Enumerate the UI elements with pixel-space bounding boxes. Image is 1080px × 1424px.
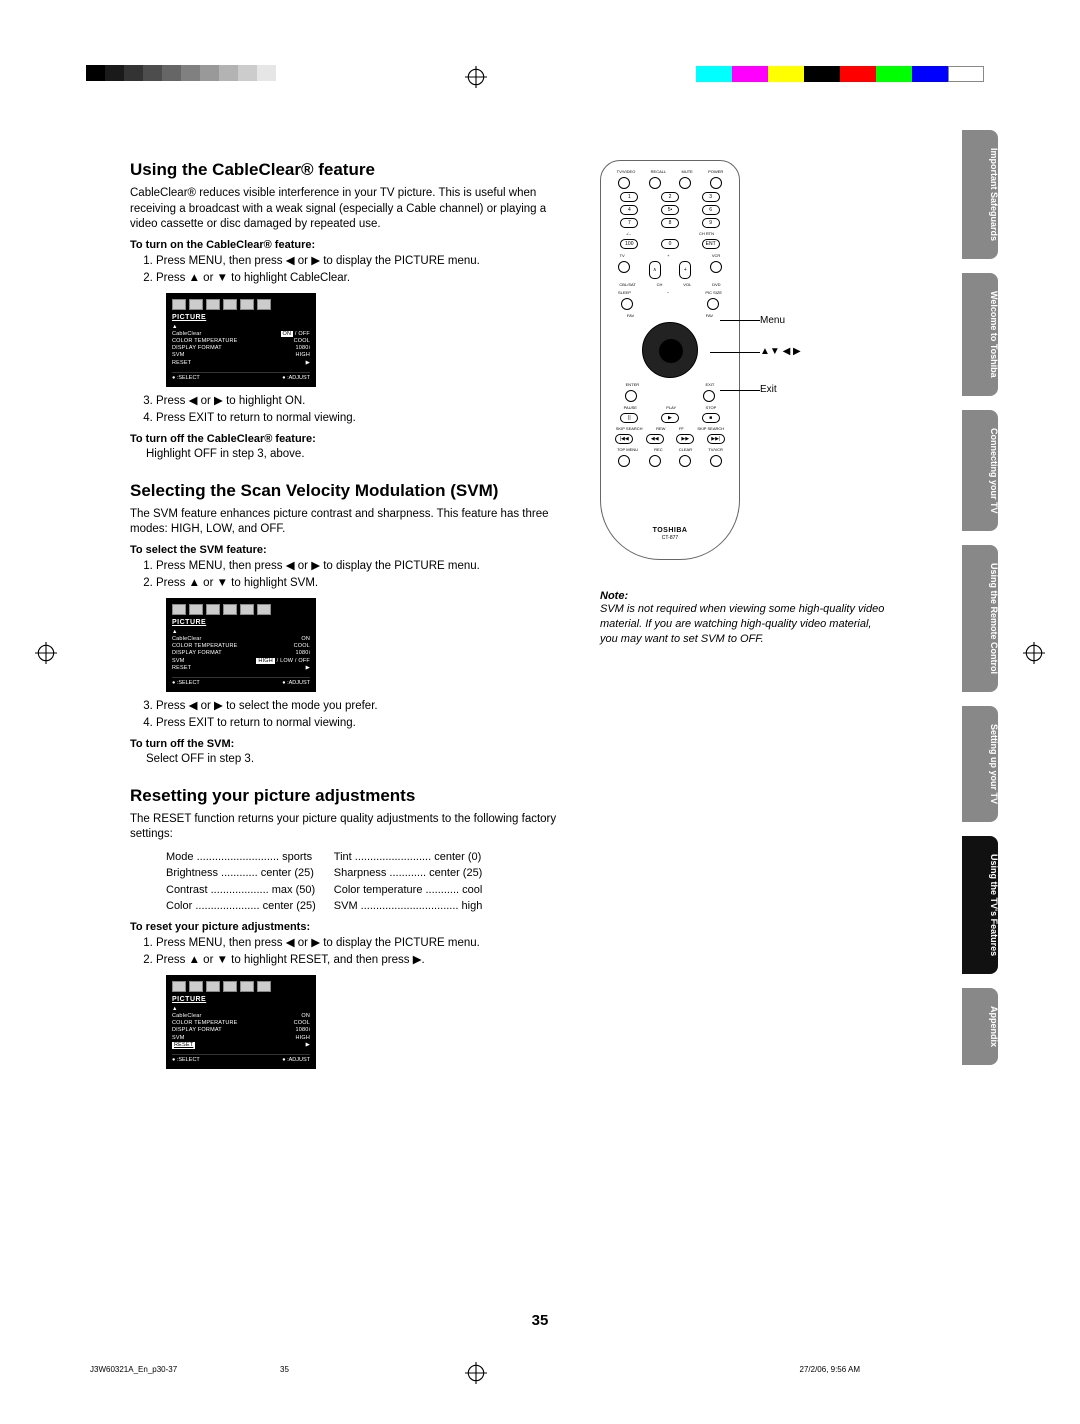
color-bar — [696, 66, 984, 82]
factory-settings: Mode ........................... sports … — [166, 849, 570, 915]
section-heading: Resetting your picture adjustments — [130, 786, 570, 806]
model-label: CT-877 — [609, 535, 731, 541]
step: Press EXIT to return to normal viewing. — [156, 410, 570, 427]
step: Press ▲ or ▼ to highlight CableClear. — [156, 270, 570, 287]
nav-pad-icon — [642, 322, 698, 378]
footer-timestamp: 27/2/06, 9:56 AM — [800, 1365, 861, 1374]
page-number: 35 — [0, 1312, 1080, 1329]
sub-heading: To reset your picture adjustments: — [130, 921, 570, 933]
note-box: Note: SVM is not required when viewing s… — [600, 590, 890, 647]
step: Press MENU, then press ◀ or ▶ to display… — [156, 935, 570, 952]
section-heading: Using the CableClear® feature — [130, 160, 570, 180]
section-heading: Selecting the Scan Velocity Modulation (… — [130, 481, 570, 501]
tab-remote: Using the Remote Control — [962, 545, 998, 692]
osd-menu-picture: PICTURE ▲ CableClearON / OFF COLOR TEMPE… — [166, 293, 316, 387]
tab-appendix: Appendix — [962, 988, 998, 1065]
callout-menu: Menu — [760, 315, 785, 326]
registration-mark-icon — [1023, 642, 1045, 664]
step: Press EXIT to return to normal viewing. — [156, 715, 570, 732]
body-text: Select OFF in step 3. — [146, 752, 570, 768]
tab-connecting: Connecting your TV — [962, 410, 998, 532]
step: Press ◀ or ▶ to select the mode you pref… — [156, 698, 570, 715]
tab-setup: Setting up your TV — [962, 706, 998, 822]
step: Press ◀ or ▶ to highlight ON. — [156, 393, 570, 410]
step: Press ▲ or ▼ to highlight RESET, and the… — [156, 952, 570, 969]
sub-heading: To select the SVM feature: — [130, 544, 570, 556]
step: Press MENU, then press ◀ or ▶ to display… — [156, 253, 570, 270]
tab-features: Using the TV's Features — [962, 836, 998, 974]
footer-filename: J3W60321A_En_p30-37 — [90, 1365, 177, 1374]
intro-text: CableClear® reduces visible interference… — [130, 186, 570, 233]
osd-menu-picture: PICTURE ▲ CableClearON COLOR TEMPERATURE… — [166, 598, 316, 692]
intro-text: The RESET function returns your picture … — [130, 812, 570, 843]
brand-label: TOSHIBA — [609, 527, 731, 534]
body-text: Highlight OFF in step 3, above. — [146, 447, 570, 463]
sub-heading: To turn on the CableClear® feature: — [130, 239, 570, 251]
step: Press ▲ or ▼ to highlight SVM. — [156, 575, 570, 592]
registration-mark-icon — [465, 66, 487, 88]
chapter-tabs: Important Safeguards Welcome to Toshiba … — [962, 130, 998, 1079]
sub-heading: To turn off the CableClear® feature: — [130, 433, 570, 445]
intro-text: The SVM feature enhances picture contras… — [130, 507, 570, 538]
tab-safeguards: Important Safeguards — [962, 130, 998, 259]
registration-mark-icon — [465, 1362, 487, 1384]
callout-arrows: ▲▼ ◀ ▶ — [760, 346, 801, 357]
tab-welcome: Welcome to Toshiba — [962, 273, 998, 396]
step: Press MENU, then press ◀ or ▶ to display… — [156, 558, 570, 575]
remote-control-diagram: TV/VIDEORECALLMUTEPOWER 123 45•6 789 -/-… — [600, 160, 740, 560]
sub-heading: To turn off the SVM: — [130, 738, 570, 750]
registration-mark-icon — [35, 642, 57, 664]
footer-pagenum: 35 — [280, 1365, 289, 1374]
grayscale-bar — [86, 65, 276, 81]
callout-exit: Exit — [760, 384, 777, 395]
osd-menu-picture: PICTURE ▲ CableClearON COLOR TEMPERATURE… — [166, 975, 316, 1069]
